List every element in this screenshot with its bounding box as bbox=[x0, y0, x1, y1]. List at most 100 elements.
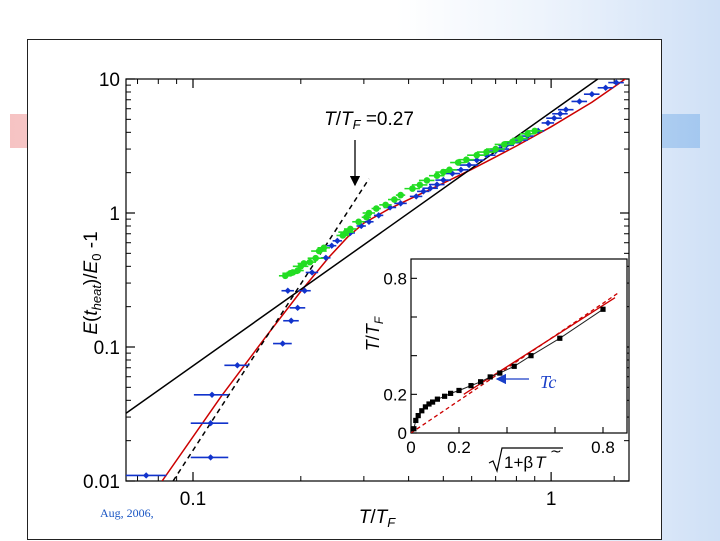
main-blue-data-point bbox=[284, 287, 292, 294]
main-green-data-point bbox=[454, 159, 462, 166]
main-y-tick-label: 10 bbox=[99, 70, 120, 91]
main-blue-data-point bbox=[412, 193, 420, 200]
main-blue-data-point bbox=[588, 91, 596, 98]
figure-panel: 10 1 0.1 0.01 0.1 1 E(theat)/E0 -1 T/TF T/TF … bbox=[27, 39, 662, 540]
inset-data-point bbox=[478, 379, 484, 385]
inset-data-point bbox=[442, 393, 448, 399]
main-plot-frame bbox=[125, 78, 630, 482]
main-y-tick-label: 0.01 bbox=[83, 472, 120, 493]
main-blue-data-point bbox=[375, 212, 382, 219]
main-x-axis-label: T/TF bbox=[359, 507, 397, 530]
inset-data-point bbox=[487, 374, 493, 380]
main-green-data-point bbox=[397, 191, 404, 199]
main-blue-data-point bbox=[562, 106, 570, 113]
main-blue-data-point bbox=[420, 188, 427, 195]
inset-data-point bbox=[430, 399, 436, 405]
main-black-dashed bbox=[172, 178, 370, 481]
inset-x-tick-label: 0.2 bbox=[447, 438, 471, 457]
main-green-data-point bbox=[473, 151, 481, 159]
main-blue-data-point bbox=[576, 98, 583, 105]
main-green-data-point bbox=[423, 177, 431, 184]
main-blue-data-point bbox=[322, 254, 330, 262]
main-blue-data-point bbox=[440, 176, 447, 184]
inset-y-tick-label: 0 bbox=[398, 424, 407, 443]
main-green-data-point bbox=[347, 225, 354, 233]
main-blue-data-point bbox=[301, 287, 308, 294]
main-green-data-point bbox=[531, 127, 539, 135]
inset-y-tick-label: 0.2 bbox=[383, 385, 407, 404]
main-y-axis-label: E(theat)/E0 -1 bbox=[81, 231, 104, 334]
inset-data-point bbox=[511, 363, 517, 369]
inset-data-point bbox=[468, 383, 474, 389]
main-green-data-point bbox=[300, 260, 308, 267]
main-green-data-point bbox=[500, 141, 508, 148]
main-green-data-point bbox=[524, 130, 531, 138]
main-blue-data-point bbox=[473, 156, 480, 164]
inset-data-point bbox=[413, 417, 419, 424]
main-blue-data-point bbox=[397, 200, 404, 207]
main-blue-data-point bbox=[602, 84, 609, 91]
main-blue-data-point bbox=[556, 110, 564, 117]
main-green-data-point bbox=[365, 209, 373, 217]
main-green-data-point bbox=[373, 205, 380, 212]
inset-data-point bbox=[422, 404, 428, 410]
main-green-data-point bbox=[483, 148, 490, 156]
main-blue-data-point bbox=[457, 166, 465, 174]
main-black-line bbox=[126, 79, 599, 414]
inset-x-axis-label: 1+β T ~ bbox=[488, 444, 563, 474]
main-blue-data-point bbox=[544, 119, 552, 127]
svg-text:1+βT: 1+β T bbox=[504, 453, 547, 472]
inset-data-point bbox=[426, 401, 432, 407]
annotation-label: T/TF =0.27 bbox=[324, 109, 414, 132]
main-blue-data-point bbox=[550, 114, 558, 122]
inset-data-point bbox=[448, 390, 454, 396]
inset-data-point bbox=[600, 306, 606, 312]
main-blue-data-point bbox=[142, 472, 150, 479]
inset-y-axis-label: T/TF bbox=[363, 316, 386, 351]
main-green-data-point bbox=[320, 244, 328, 252]
main-y-tick-label: 0.1 bbox=[94, 338, 120, 359]
main-green-data-point bbox=[306, 258, 314, 266]
inset-y-tick-label: 0.8 bbox=[383, 269, 407, 288]
main-green-data-point bbox=[281, 272, 289, 280]
inset-ideal-line bbox=[411, 291, 621, 433]
main-x-tick-label: 0.1 bbox=[180, 489, 206, 510]
main-green-data-point bbox=[391, 196, 398, 203]
inset-data-point bbox=[528, 353, 534, 359]
svg-text:~: ~ bbox=[550, 444, 562, 460]
main-green-data-point bbox=[409, 185, 416, 192]
main-green-data-point bbox=[516, 135, 524, 142]
footer-date: Aug, 2006, bbox=[100, 506, 154, 520]
main-blue-data-point bbox=[308, 269, 316, 276]
inset-x-tick-label: 0.8 bbox=[591, 438, 615, 457]
inset-data-point bbox=[415, 413, 421, 419]
main-blue-data-point bbox=[207, 419, 214, 427]
main-blue-data-point bbox=[294, 304, 301, 312]
main-green-data-point bbox=[433, 172, 441, 179]
inset-data-point bbox=[557, 335, 563, 341]
main-green-data-point bbox=[446, 166, 453, 174]
main-green-data-point bbox=[315, 247, 323, 255]
inset-tc-label: Tc bbox=[540, 372, 556, 392]
main-blue-data-point bbox=[287, 317, 295, 324]
main-blue-data-point bbox=[465, 161, 473, 169]
main-blue-data-point bbox=[433, 181, 441, 188]
inset-x-tick-label: 0 bbox=[406, 438, 415, 457]
inset-plot-frame bbox=[410, 258, 628, 434]
main-x-tick-label: 1 bbox=[546, 489, 557, 510]
main-green-data-point bbox=[382, 201, 389, 209]
main-green-data-point bbox=[312, 254, 319, 262]
inset-data-point bbox=[434, 396, 440, 402]
inset-data-point bbox=[497, 370, 503, 376]
inset-data-point bbox=[456, 387, 462, 394]
main-green-data-point bbox=[355, 218, 362, 226]
main-green-data-point bbox=[416, 181, 424, 189]
inset-data-point bbox=[419, 408, 425, 414]
main-green-data-point bbox=[463, 156, 470, 163]
main-blue-data-point bbox=[208, 391, 216, 398]
main-blue-data-point bbox=[328, 242, 335, 249]
main-blue-data-point bbox=[279, 340, 286, 347]
main-red-fit bbox=[161, 79, 627, 481]
main-y-tick-label: 1 bbox=[109, 204, 120, 225]
